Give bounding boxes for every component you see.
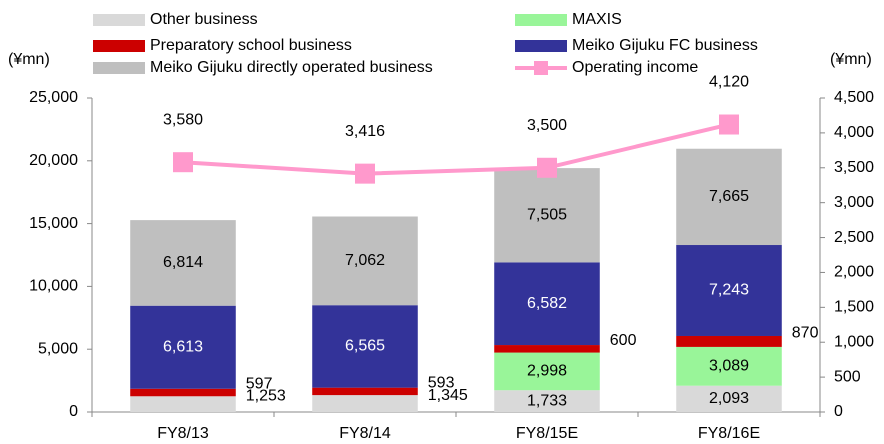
legend-swatch (93, 40, 145, 52)
bar-segment (130, 388, 236, 397)
y2-tick-label: 3,000 (834, 194, 874, 211)
data-label: 2,998 (527, 363, 567, 380)
y2-tick-label: 0 (834, 403, 843, 420)
legend-label: Other business (150, 11, 258, 28)
bar-segment (676, 245, 782, 336)
bar-segment (494, 352, 600, 391)
legend-label: Meiko Gijuku FC business (572, 37, 758, 54)
y2-tick-label: 3,500 (834, 159, 874, 176)
bar-segment (676, 148, 782, 246)
y-tick-label: 15,000 (29, 215, 78, 232)
y2-axis-label: (¥mn) (830, 51, 872, 68)
data-label: 597 (246, 376, 273, 393)
data-label: 1,733 (527, 392, 567, 409)
y2-tick-label: 4,500 (834, 89, 874, 106)
legend-swatch (515, 14, 567, 26)
legend-swatch (93, 14, 145, 26)
bar-segment (312, 387, 418, 396)
data-label: 7,062 (345, 252, 385, 269)
y2-tick-label: 500 (834, 368, 861, 385)
bar-segment (312, 216, 418, 306)
legend-label: Operating income (572, 59, 698, 76)
x-tick-label: FY8/16E (698, 425, 760, 442)
bar-segment (494, 390, 600, 412)
data-label: 3,416 (345, 123, 385, 140)
data-label: 3,089 (709, 358, 749, 375)
data-label: 6,613 (163, 338, 203, 355)
y-tick-label: 20,000 (29, 152, 78, 169)
y-axis-label: (¥mn) (8, 51, 50, 68)
line-marker (719, 114, 739, 135)
x-tick-label: FY8/14 (339, 425, 391, 442)
data-label: 593 (428, 375, 455, 392)
x-tick-label: FY8/13 (157, 425, 209, 442)
data-label: 6,582 (527, 295, 567, 312)
bar-segment (676, 385, 782, 412)
data-label: 7,505 (527, 206, 567, 223)
line-marker (355, 163, 375, 184)
legend-label: Preparatory school business (150, 37, 352, 54)
bar-segment (130, 396, 236, 412)
bar-segment (494, 262, 600, 346)
data-label: 870 (792, 325, 819, 342)
data-label: 2,093 (709, 390, 749, 407)
data-label: 6,814 (163, 254, 203, 271)
y2-tick-label: 4,000 (834, 124, 874, 141)
y2-tick-label: 1,500 (834, 299, 874, 316)
bar-segment (130, 220, 236, 306)
data-label: 1,253 (246, 387, 286, 404)
y-tick-label: 0 (69, 403, 78, 420)
data-label: 6,565 (345, 338, 385, 355)
legend-label: Meiko Gijuku directly operated business (150, 59, 433, 76)
bar-segment (494, 345, 600, 353)
line-marker (173, 152, 193, 173)
bar-segment (494, 168, 600, 263)
legend-marker (534, 61, 548, 75)
data-label: 4,120 (709, 74, 749, 91)
data-label: 3,580 (163, 111, 203, 128)
legend-swatch (93, 62, 145, 74)
bar-segment (312, 305, 418, 388)
y2-tick-label: 1,000 (834, 333, 874, 350)
y-tick-label: 10,000 (29, 278, 78, 295)
line (182, 122, 730, 176)
data-label: 3,500 (527, 117, 567, 134)
x-tick-label: FY8/15E (516, 425, 578, 442)
bar-segment (130, 305, 236, 389)
y2-tick-label: 2,000 (834, 264, 874, 281)
bar-segment (312, 395, 418, 412)
bar-segment (676, 346, 782, 386)
line-marker (537, 157, 557, 178)
data-label: 7,243 (709, 282, 749, 299)
data-label: 600 (610, 332, 637, 349)
bar-segment (676, 335, 782, 347)
y-tick-label: 25,000 (29, 89, 78, 106)
data-label: 1,345 (428, 387, 468, 404)
legend-label: MAXIS (572, 11, 622, 28)
y-tick-label: 5,000 (38, 340, 78, 357)
y2-tick-label: 2,500 (834, 229, 874, 246)
legend-swatch (515, 40, 567, 52)
data-label: 7,665 (709, 188, 749, 205)
